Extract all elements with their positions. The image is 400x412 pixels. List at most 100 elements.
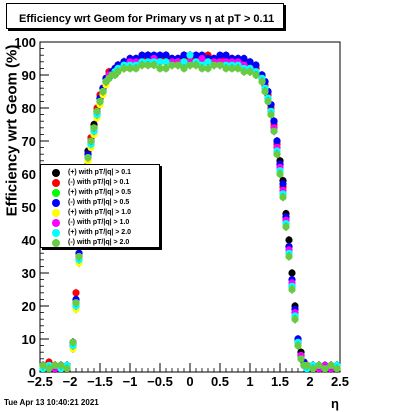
data-point	[204, 64, 212, 72]
data-point	[246, 58, 254, 66]
data-point	[279, 180, 287, 188]
data-point	[192, 51, 200, 59]
data-point	[216, 51, 224, 59]
data-point	[270, 127, 278, 135]
x-tick-label: 0.5	[211, 374, 229, 389]
data-point	[297, 355, 305, 363]
data-point	[285, 252, 293, 261]
data-point	[273, 150, 281, 158]
data-point	[198, 64, 206, 72]
data-point	[150, 61, 158, 69]
data-point	[174, 61, 182, 69]
data-point	[240, 54, 248, 63]
y-tick-label: 100	[14, 35, 36, 50]
legend-label: (+) with pT/|q| > 0.5	[68, 189, 132, 196]
data-point	[309, 365, 317, 373]
data-point	[144, 51, 152, 59]
series-8	[39, 61, 341, 373]
data-point	[198, 54, 206, 63]
legend-marker	[52, 239, 60, 247]
data-point	[216, 61, 224, 69]
legend-label: (+) with pT/|q| > 0.1	[68, 169, 132, 176]
data-point	[180, 58, 188, 66]
data-point	[186, 51, 194, 59]
y-tick-label: 50	[22, 200, 36, 215]
data-point	[285, 236, 293, 244]
y-tick-label: 70	[22, 134, 36, 149]
legend-entry: (+) with pT/|q| > 1.0	[41, 208, 161, 218]
chart-title: Efficiency wrt Geom for Primary vs η at …	[19, 13, 275, 25]
data-point	[156, 51, 164, 59]
x-tick-label: 1	[246, 374, 253, 389]
legend-label: (+) with pT/|q| > 2.0	[68, 229, 132, 236]
data-point	[186, 61, 194, 69]
y-tick-label: 20	[22, 299, 36, 314]
y-tick-label: 10	[22, 332, 36, 347]
legend-marker	[52, 169, 60, 177]
data-point	[144, 61, 152, 69]
legend-marker	[52, 219, 60, 227]
legend-marker	[52, 189, 60, 197]
data-point	[333, 365, 341, 373]
data-point	[84, 153, 92, 162]
data-point	[72, 289, 80, 297]
y-tick-label: 80	[22, 101, 36, 116]
data-point	[261, 87, 269, 96]
data-point	[120, 64, 128, 72]
data-point	[90, 124, 98, 132]
x-tick-label: −1.5	[87, 374, 113, 389]
legend-marker	[52, 199, 60, 207]
data-point	[273, 137, 281, 145]
data-point	[156, 58, 164, 66]
data-point	[210, 61, 218, 69]
x-tick-label: 0	[186, 374, 193, 389]
x-tick-label: −1	[123, 374, 138, 389]
data-point	[126, 64, 134, 72]
data-point	[321, 365, 329, 373]
legend-marker	[52, 229, 60, 237]
data-point	[180, 51, 188, 59]
data-point	[156, 64, 164, 72]
data-point	[72, 299, 80, 307]
legend: (+) with pT/|q| > 0.1 (-) with pT/|q| > 0…	[40, 164, 160, 248]
data-point	[282, 223, 290, 231]
data-point	[69, 338, 77, 346]
data-point	[315, 361, 323, 369]
data-point	[51, 361, 59, 369]
data-point	[279, 193, 287, 201]
legend-entry: (-) with pT/|q| > 0.1	[41, 178, 161, 188]
x-axis-label: η	[331, 396, 339, 411]
data-point	[87, 137, 95, 145]
data-point	[168, 61, 176, 69]
data-point	[99, 87, 107, 96]
data-point	[252, 71, 260, 79]
data-point	[246, 68, 254, 76]
data-point	[114, 68, 122, 76]
x-tick-label: −2.5	[27, 374, 53, 389]
data-point	[222, 51, 230, 59]
data-point	[192, 61, 200, 69]
legend-label: (-) with pT/|q| > 0.1	[68, 179, 130, 186]
legend-entry: (-) with pT/|q| > 1.0	[41, 218, 161, 228]
data-point	[294, 342, 302, 350]
data-point	[162, 58, 170, 66]
data-point	[291, 315, 299, 323]
data-point	[138, 51, 146, 59]
data-point	[228, 64, 236, 72]
legend-entry: (-) with pT/|q| > 2.0	[41, 238, 161, 248]
data-point	[63, 365, 71, 373]
data-point	[264, 97, 272, 105]
data-point	[234, 64, 242, 72]
data-point	[132, 64, 140, 72]
x-tick-label: −2	[63, 374, 78, 389]
data-point	[252, 61, 260, 69]
data-point	[276, 170, 284, 178]
legend-entry: (-) with pT/|q| > 0.5	[41, 198, 161, 208]
data-point	[57, 361, 65, 369]
data-point	[327, 361, 335, 369]
data-point	[162, 64, 170, 72]
y-tick-label: 60	[22, 167, 36, 182]
data-point	[288, 285, 296, 294]
y-tick-label: 40	[22, 233, 36, 248]
data-point	[204, 58, 212, 66]
